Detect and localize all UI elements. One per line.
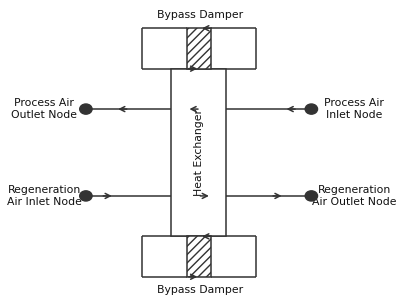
Text: Bypass Damper: Bypass Damper [157,10,243,20]
Text: Regeneration
Air Outlet Node: Regeneration Air Outlet Node [312,185,397,207]
Bar [171,69,226,236]
Circle shape [80,104,92,114]
Text: Bypass Damper: Bypass Damper [157,285,243,295]
Bar [187,236,211,277]
Text: Process Air
Inlet Node: Process Air Inlet Node [324,98,384,120]
Circle shape [305,104,318,114]
Text: Regeneration
Air Inlet Node: Regeneration Air Inlet Node [6,185,81,207]
Text: Process Air
Outlet Node: Process Air Outlet Node [11,98,77,120]
Circle shape [305,191,318,201]
Bar [187,28,211,69]
Circle shape [80,191,92,201]
Text: Heat Exchanger: Heat Exchanger [193,109,204,196]
